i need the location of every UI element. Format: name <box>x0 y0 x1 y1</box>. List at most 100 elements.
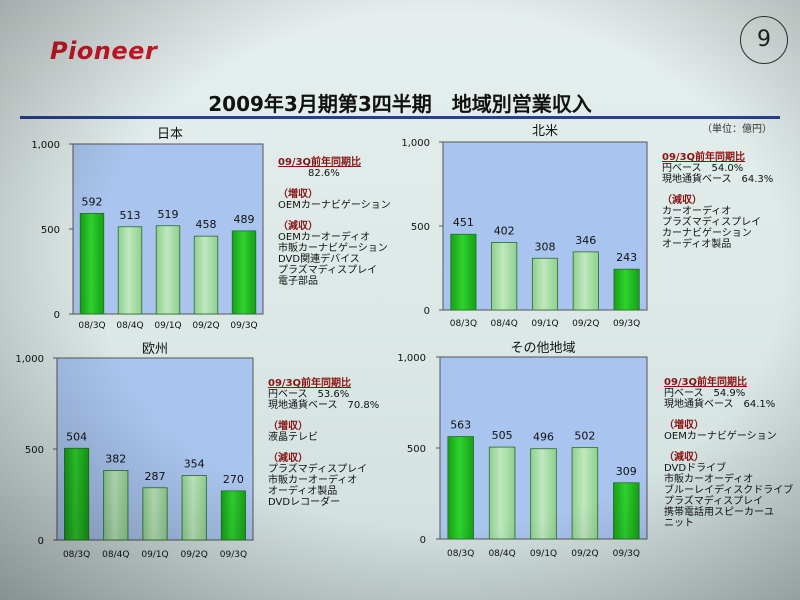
bar <box>142 487 168 541</box>
bar <box>447 436 474 540</box>
yoy-basis-label: 現地通貨ベース <box>662 174 732 185</box>
x-tick-label: 09/1Q <box>154 321 181 331</box>
data-label: 489 <box>234 213 255 226</box>
decrease-item: オーディオ製品 <box>268 486 338 497</box>
decrease-item: カーオーディオ <box>662 206 732 217</box>
yoy-basis-label: 円ベース <box>662 163 702 174</box>
data-label: 402 <box>494 224 515 237</box>
spacer <box>278 211 391 221</box>
bar-chart-panel: 欧州 0 500 1,000 504 08/3Q 382 08/4Q 287 09/1Q 354 09… <box>15 342 254 560</box>
x-tick-label: 09/3Q <box>613 549 640 559</box>
y-tick-label: 0 <box>420 535 426 546</box>
x-tick-label: 09/1Q <box>531 319 558 329</box>
bar <box>530 448 557 540</box>
data-label: 519 <box>158 208 179 221</box>
slide-title: 2009年3月期第3四半期 地域別営業収入 <box>208 92 592 116</box>
annotation-europe: 09/3Q前年同期比 円ベース 53.6% 現地通貨ベース 70.8% （増収） 液晶テレビ… <box>268 378 379 508</box>
annotation-north-america: 09/3Q前年同期比 円ベース 54.0% 現地通貨ベース 64.3% （減収） カーオーデ… <box>662 152 773 250</box>
decrease-item: カーナビゲーション <box>662 228 752 239</box>
x-tick-label: 08/3Q <box>447 549 474 559</box>
y-tick-label: 500 <box>411 222 430 233</box>
spacer <box>664 410 793 420</box>
data-label: 563 <box>450 419 471 432</box>
data-label: 270 <box>223 473 244 486</box>
decrease-item: プラズマディスプレイ <box>278 265 378 276</box>
data-label: 346 <box>575 234 596 247</box>
decrease-item: DVDレコーダー <box>268 497 341 508</box>
x-tick-label: 09/1Q <box>141 550 168 560</box>
yoy-basis-label: 円ベース <box>664 388 704 399</box>
bar <box>613 482 640 540</box>
increase-item: OEMカーナビゲーション <box>664 431 777 442</box>
yoy-basis-label: 現地通貨ベース <box>664 399 734 410</box>
x-tick-label: 09/3Q <box>230 321 257 331</box>
yoy-row: 現地通貨ベース 64.1% <box>664 399 793 410</box>
y-tick-label: 0 <box>424 306 430 317</box>
data-label: 513 <box>120 209 141 222</box>
bar <box>572 251 599 311</box>
x-tick-label: 09/2Q <box>181 550 208 560</box>
data-label: 496 <box>533 431 554 444</box>
data-label: 505 <box>492 429 513 442</box>
bar <box>193 235 219 315</box>
data-label: 243 <box>616 251 637 264</box>
spacer <box>268 443 379 453</box>
bar <box>231 230 257 315</box>
bar <box>117 226 143 315</box>
x-tick-label: 09/2Q <box>192 321 219 331</box>
decrease-item: オーディオ製品 <box>662 239 732 250</box>
increase-label: （増収） <box>268 421 308 432</box>
bar <box>64 447 90 541</box>
decrease-item: ニット <box>664 518 694 529</box>
decrease-item: プラズマディスプレイ <box>662 217 762 228</box>
bar <box>571 447 599 540</box>
bar <box>220 490 246 541</box>
y-tick-label: 500 <box>41 225 60 236</box>
yoy-header: 09/3Q前年同期比 <box>278 157 362 168</box>
yoy-value: 54.0% <box>711 163 744 174</box>
y-tick-label: 500 <box>407 444 426 455</box>
yoy-header: 09/3Q前年同期比 <box>268 378 352 389</box>
title-underline <box>20 116 780 119</box>
bar <box>79 212 105 315</box>
decrease-label: （減収） <box>664 452 704 463</box>
yoy-basis-label: 円ベース <box>268 389 308 400</box>
x-tick-label: 09/3Q <box>613 319 640 329</box>
bar <box>491 242 518 311</box>
decrease-label: （減収） <box>278 221 318 232</box>
bar <box>488 446 516 540</box>
bar <box>613 268 640 311</box>
data-label: 354 <box>184 458 205 471</box>
y-tick-label: 0 <box>38 536 44 547</box>
decrease-item: 市販カーオーディオ <box>268 475 358 486</box>
bar <box>450 233 477 311</box>
data-label: 592 <box>82 195 103 208</box>
spacer <box>662 185 773 195</box>
yoy-header: 09/3Q前年同期比 <box>664 377 748 388</box>
yoy-value: 64.1% <box>743 399 776 410</box>
increase-label: （増収） <box>278 189 318 200</box>
increase-item: 液晶テレビ <box>268 432 318 443</box>
yoy-row: 82.6% <box>278 168 391 179</box>
yoy-row: 円ベース 54.0% <box>662 163 773 174</box>
annotation-japan: 09/3Q前年同期比 82.6% （増収） OEMカーナビゲーション （減収） OEMカー… <box>278 157 391 287</box>
bar <box>181 475 207 541</box>
data-label: 287 <box>145 470 166 483</box>
decrease-item: OEMカーオーディオ <box>278 232 371 243</box>
x-tick-label: 09/2Q <box>571 549 598 559</box>
bar <box>531 257 559 311</box>
bar-chart-panel: 北米 0 500 1,000 451 08/3Q 402 08/4Q 308 09/1Q 346 09… <box>401 124 648 329</box>
y-tick-label: 1,000 <box>31 140 60 151</box>
data-label: 504 <box>66 430 87 443</box>
y-tick-label: 1,000 <box>401 138 430 149</box>
y-tick-label: 1,000 <box>15 354 44 365</box>
yoy-value: 70.8% <box>347 400 380 411</box>
increase-item: OEMカーナビゲーション <box>278 200 391 211</box>
yoy-value: 64.3% <box>741 174 774 185</box>
x-tick-label: 08/4Q <box>491 319 518 329</box>
decrease-item: プラズマディスプレイ <box>664 496 764 507</box>
bar-chart-panel: その他地域 0 500 1,000 563 08/3Q 505 08/4Q 496 09/1Q 50… <box>397 341 648 559</box>
yoy-row: 円ベース 54.9% <box>664 388 793 399</box>
y-tick-label: 1,000 <box>397 353 426 364</box>
